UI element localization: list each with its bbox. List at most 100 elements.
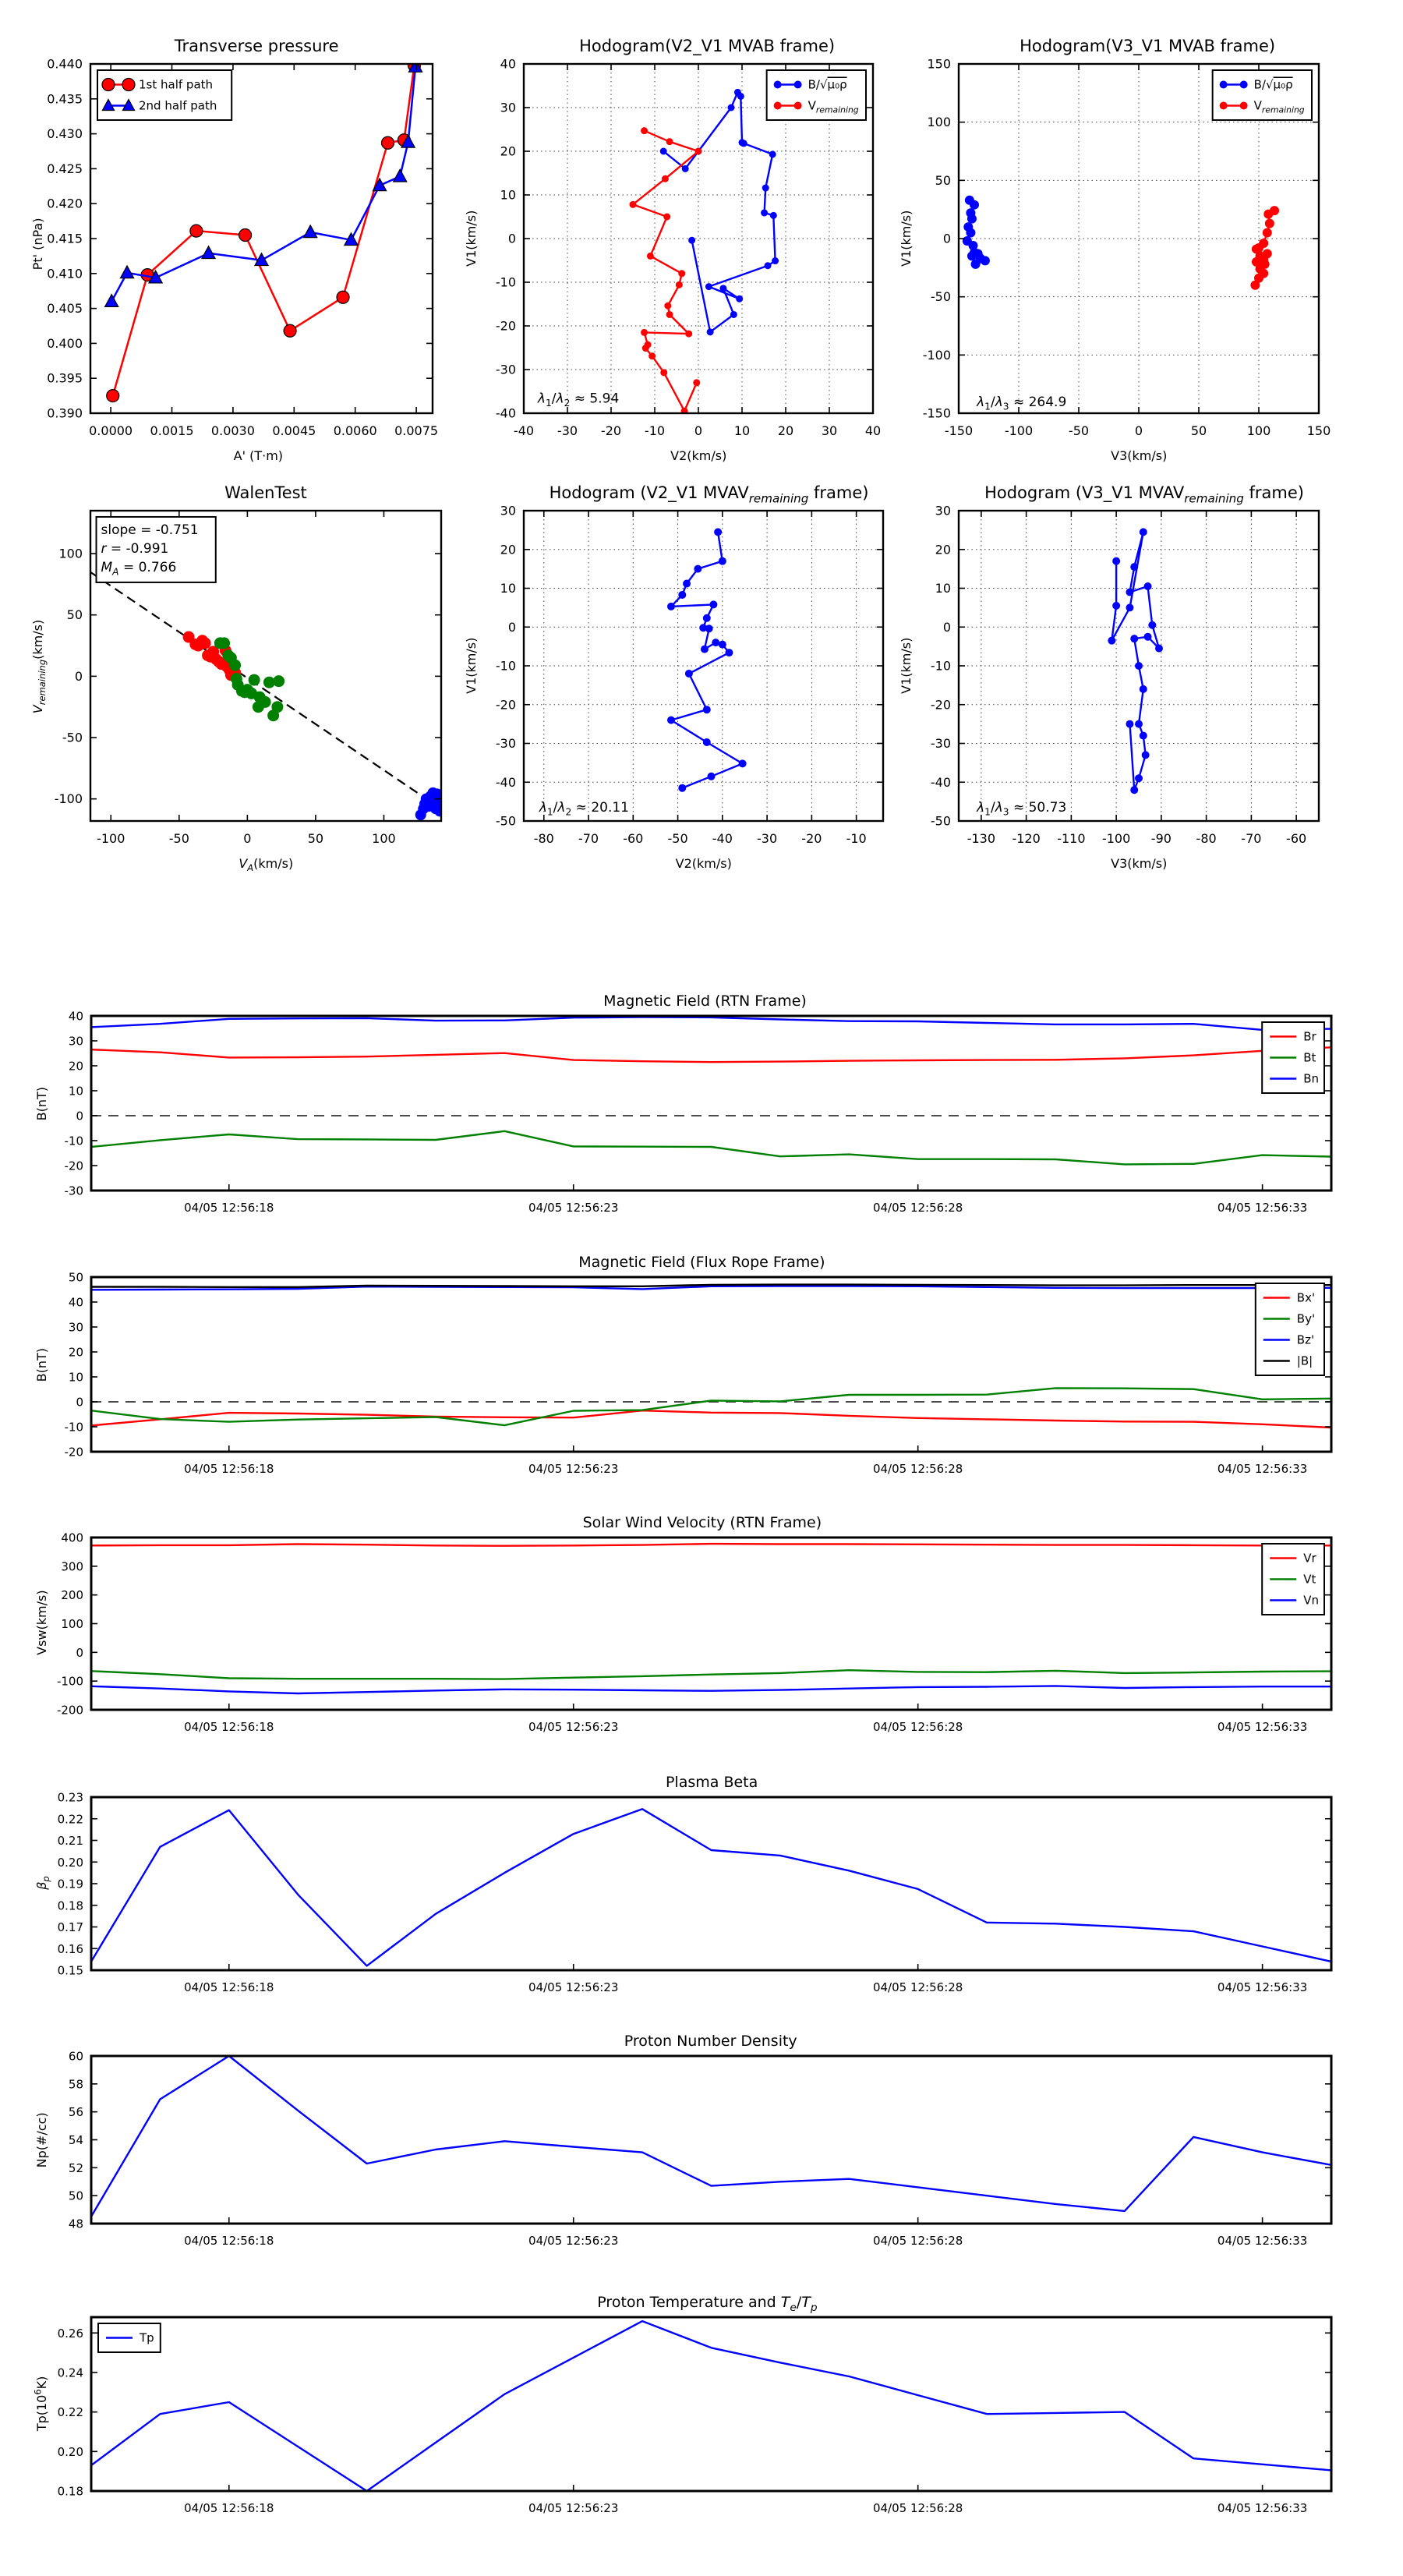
data-point bbox=[793, 80, 802, 89]
y-tick-label: 0.390 bbox=[47, 406, 83, 421]
x-tick-label: 100 bbox=[1247, 423, 1271, 438]
data-point bbox=[980, 256, 990, 266]
hodogram-v3v1-mvab-ticks bbox=[958, 63, 1320, 414]
data-point bbox=[1239, 80, 1248, 89]
walen-test-series-second-half bbox=[214, 637, 285, 722]
hodogram-v3v1-mvav-annotation: λ1/λ3 ≈ 50.73 bbox=[976, 800, 1066, 817]
series-line-walen-fit-line bbox=[90, 571, 442, 810]
y-tick-label: -20 bbox=[931, 697, 951, 712]
series-line-Br bbox=[90, 1046, 1332, 1063]
y-tick-label: 50 bbox=[69, 1271, 83, 1285]
data-point bbox=[259, 695, 271, 708]
data-point bbox=[1135, 720, 1143, 728]
y-tick-label: 30 bbox=[69, 1035, 83, 1049]
hodogram-v3v1-mvab-series-B-over-sqrt-mu0rho bbox=[962, 195, 990, 269]
data-point bbox=[967, 214, 977, 224]
y-tick-label: 54 bbox=[69, 2133, 83, 2147]
walen-test-ylabel: Vremaining(km/s) bbox=[30, 620, 48, 713]
y-tick-label: 10 bbox=[69, 1371, 83, 1385]
chart-transverse-pressure: 0.0000 0.0015 0.0030 0.0045 0.0060 0.0075 0.39… bbox=[30, 37, 438, 463]
proton-number-density-frame bbox=[90, 2054, 1333, 2225]
legend-label: Tp bbox=[139, 2331, 154, 2345]
data-point-triangle bbox=[122, 98, 136, 111]
y-tick-label: -30 bbox=[496, 363, 516, 377]
walen-test-title: WalenTest bbox=[224, 483, 307, 502]
mag-rtn-frame bbox=[90, 1014, 1333, 1192]
data-point bbox=[1264, 218, 1274, 228]
y-tick-label: 50 bbox=[69, 2189, 83, 2203]
data-point bbox=[1263, 209, 1274, 219]
y-tick-label: 200 bbox=[61, 1588, 83, 1602]
walen-test-annotation: slope = -0.751 r = -0.991 MA = 0.766 bbox=[95, 515, 217, 583]
transverse-pressure-legend: 1st half path 2nd half path bbox=[97, 69, 233, 121]
y-tick-label: 0 bbox=[508, 232, 516, 246]
data-point bbox=[1130, 563, 1139, 571]
x-tick-label: -90 bbox=[1151, 831, 1172, 846]
data-point bbox=[1239, 101, 1248, 110]
legend-label: Vt bbox=[1303, 1573, 1316, 1587]
legend-label: B/√μ₀ρ bbox=[808, 78, 847, 92]
annotation-text: λ1/λ2 ≈ 20.11 bbox=[539, 800, 629, 817]
legend-label: Bt bbox=[1303, 1051, 1316, 1065]
data-point bbox=[1126, 720, 1134, 728]
y-tick-label: 40 bbox=[69, 1010, 83, 1024]
data-point bbox=[629, 200, 637, 208]
data-point bbox=[1126, 588, 1134, 596]
data-point bbox=[1143, 632, 1152, 641]
y-tick-label: 58 bbox=[69, 2077, 83, 2091]
y-tick-label: 60 bbox=[69, 2050, 83, 2064]
hodogram-v2v1-mvav-series-B-path bbox=[666, 528, 747, 792]
solar-wind-velocity-series-Vt bbox=[90, 1669, 1332, 1680]
x-tick-label: 04/05 12:56:18 bbox=[184, 2501, 274, 2515]
data-point bbox=[694, 564, 702, 573]
hodogram-v2v1-mvav-title: Hodogram (V2_V1 MVAVremaining frame) bbox=[550, 483, 869, 505]
data-point bbox=[1135, 774, 1143, 783]
hodogram-v2v1-mvav-xlabel: V2(km/s) bbox=[676, 856, 732, 871]
x-tick-label: -150 bbox=[945, 423, 973, 438]
plasma-beta-ylabel: βp bbox=[34, 1876, 51, 1891]
x-tick-label: 04/05 12:56:23 bbox=[528, 1462, 618, 1476]
data-point bbox=[793, 101, 802, 110]
data-point bbox=[434, 805, 442, 817]
hodogram-v2v1-mvab-title: Hodogram(V2_V1 MVAB frame) bbox=[579, 37, 835, 56]
y-tick-label: 0 bbox=[76, 1109, 83, 1123]
data-point-triangle bbox=[101, 98, 115, 111]
transverse-pressure-series-2nd-half-path bbox=[104, 63, 423, 307]
data-point-triangle bbox=[119, 264, 135, 279]
data-point bbox=[773, 101, 782, 110]
hodogram-v3v1-mvab-series-V-remaining bbox=[1250, 206, 1280, 290]
data-point bbox=[702, 738, 711, 747]
y-tick-label: 0.395 bbox=[47, 371, 83, 386]
legend-box bbox=[765, 69, 868, 121]
data-point-circle bbox=[106, 389, 120, 403]
data-point bbox=[699, 624, 708, 632]
chart-walen-test: -100 -50 0 50 100 -100 -50 0 50 100 WalenTest VA(km… bbox=[30, 483, 443, 873]
x-tick-label: -100 bbox=[97, 831, 125, 846]
mag-flux-rope-series-By-prime bbox=[90, 1387, 1332, 1427]
y-tick-label: -40 bbox=[496, 775, 516, 790]
legend-label: Bn bbox=[1303, 1072, 1319, 1086]
x-tick-label: -20 bbox=[801, 831, 822, 846]
proton-temperature-legend: Tp bbox=[97, 2323, 161, 2353]
x-tick-label: 04/05 12:56:28 bbox=[873, 2501, 963, 2515]
x-tick-label: -30 bbox=[757, 831, 777, 846]
mag-flux-rope-ylabel: B(nT) bbox=[34, 1348, 49, 1382]
y-tick-label: 0 bbox=[943, 232, 951, 246]
data-point bbox=[705, 283, 712, 291]
data-point bbox=[769, 211, 777, 219]
data-point bbox=[773, 80, 782, 89]
x-tick-label: 50 bbox=[1191, 423, 1207, 438]
data-point bbox=[1139, 731, 1147, 740]
data-point bbox=[719, 285, 727, 292]
walen-test-ticks bbox=[90, 511, 441, 821]
data-point bbox=[709, 600, 718, 609]
y-tick-label: 0.435 bbox=[47, 91, 83, 106]
legend-label: |B| bbox=[1297, 1354, 1313, 1368]
data-point bbox=[431, 788, 442, 800]
data-point-circle bbox=[380, 136, 395, 150]
y-tick-label: 0.21 bbox=[58, 1834, 83, 1848]
y-tick-label: 20 bbox=[935, 542, 951, 557]
proton-temperature-ylabel: Tp(106K) bbox=[32, 2376, 49, 2433]
walen-test-series-walen-fit-line bbox=[90, 571, 442, 810]
y-tick-label: -100 bbox=[923, 348, 951, 363]
